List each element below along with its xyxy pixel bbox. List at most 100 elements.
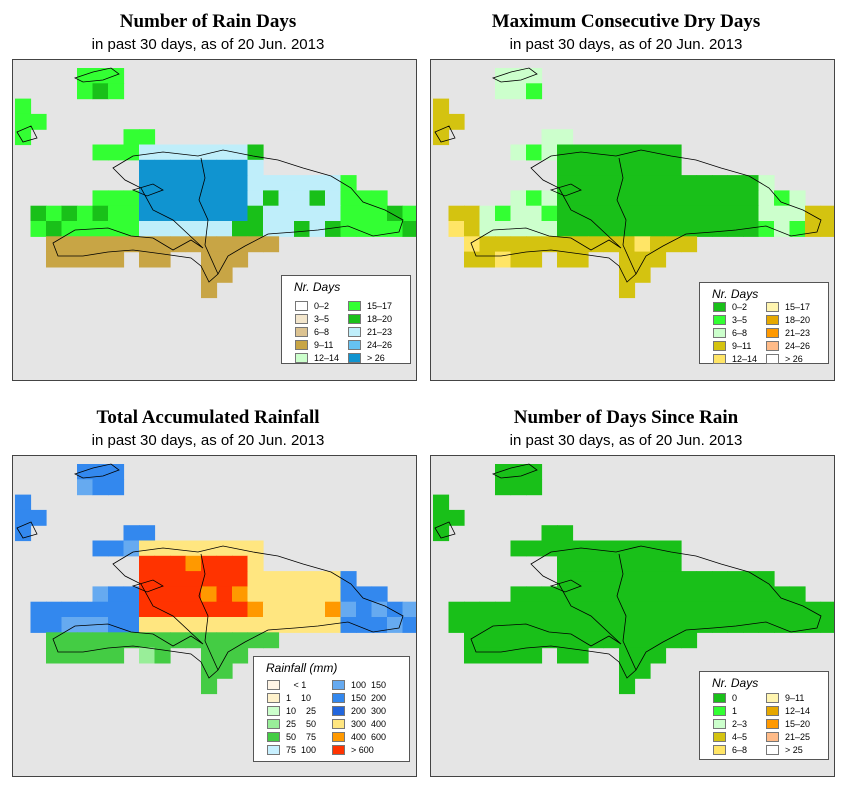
legend-swatch xyxy=(766,745,779,755)
grid-cell xyxy=(216,540,233,557)
grid-cell xyxy=(495,221,512,237)
grid-cell xyxy=(232,221,249,237)
grid-cell xyxy=(185,175,202,191)
grid-cell xyxy=(774,190,791,207)
legend-swatch xyxy=(766,354,779,364)
legend-item: > 25 xyxy=(766,744,828,757)
grid-cell xyxy=(634,540,651,557)
legend-label: 15–17 xyxy=(367,301,393,311)
legend-swatch xyxy=(766,328,779,338)
grid-cell xyxy=(572,175,589,191)
grid-cell xyxy=(201,205,218,222)
grid-cell xyxy=(309,221,326,237)
grid-cell xyxy=(387,221,404,237)
hispaniola-map xyxy=(15,463,416,695)
grid-cell xyxy=(15,98,32,115)
grid-cell xyxy=(634,144,651,161)
grid-cell xyxy=(139,647,156,664)
grid-cell xyxy=(572,617,589,633)
grid-cell xyxy=(727,617,744,633)
grid-cell xyxy=(232,159,249,176)
grid-cell xyxy=(278,205,295,222)
grid-cell xyxy=(541,540,558,557)
panel-title: Number of Days Since Rain xyxy=(513,407,739,428)
grid-cell xyxy=(774,221,791,237)
grid-cell xyxy=(557,525,574,542)
legend-label: 400 600 xyxy=(351,732,387,742)
grid-cell xyxy=(758,586,775,603)
grid-cell xyxy=(510,68,527,84)
grid-cell xyxy=(139,540,156,557)
grid-cell xyxy=(541,601,558,618)
grid-cell xyxy=(92,540,109,557)
legend-swatch xyxy=(267,745,280,755)
panel-title: Maximum Consecutive Dry Days xyxy=(491,11,761,32)
grid-cell xyxy=(541,586,558,603)
grid-cell xyxy=(650,555,667,572)
legend-label: 9–11 xyxy=(732,341,752,351)
grid-cell xyxy=(572,571,589,587)
legend-item: > 26 xyxy=(766,353,828,366)
grid-cell xyxy=(61,647,78,664)
grid-cell xyxy=(46,601,63,618)
grid-cell xyxy=(77,601,94,618)
grid-cell xyxy=(619,678,636,695)
grid-cell xyxy=(634,221,651,237)
grid-cell xyxy=(170,175,187,191)
grid-cell xyxy=(464,647,481,664)
legend-swatch xyxy=(766,732,779,742)
grid-cell xyxy=(588,190,605,207)
grid-cell xyxy=(92,647,109,664)
legend-label: 21–25 xyxy=(785,732,811,742)
grid-cell xyxy=(402,221,416,237)
grid-cell xyxy=(588,236,605,253)
grid-cell xyxy=(758,205,775,222)
grid-cell xyxy=(495,464,512,480)
grid-cell xyxy=(294,221,311,237)
country-border xyxy=(616,553,637,671)
grid-cell xyxy=(278,586,295,603)
grid-cell xyxy=(170,540,187,557)
grid-cell xyxy=(619,282,636,299)
grid-cell xyxy=(185,190,202,207)
grid-cell xyxy=(650,632,667,649)
legend-item: 15–17 xyxy=(348,300,410,313)
grid-cell xyxy=(448,601,465,618)
legend-label: 300 400 xyxy=(351,719,387,729)
grid-cell xyxy=(572,647,589,664)
grid-cell xyxy=(433,98,450,115)
grid-cell xyxy=(712,586,729,603)
grid-cell xyxy=(77,205,94,222)
legend-item: 21–23 xyxy=(348,326,410,339)
grid-cell xyxy=(247,159,264,176)
grid-cell xyxy=(123,632,140,649)
legend-swatch xyxy=(332,680,345,690)
legend-item: 400 600 xyxy=(332,731,394,744)
grid-cell xyxy=(526,144,543,161)
grid-cell xyxy=(696,175,713,191)
grid-cell xyxy=(356,617,373,633)
legend-title: Nr. Days xyxy=(712,676,759,690)
grid-cell xyxy=(619,586,636,603)
grid-cell xyxy=(92,479,109,496)
grid-cell xyxy=(201,540,218,557)
grid-cell xyxy=(325,221,342,237)
panel-subtitle: in past 30 days, as of 20 Jun. 2013 xyxy=(509,432,743,449)
legend-swatch xyxy=(766,693,779,703)
grid-cell xyxy=(216,144,233,161)
grid-cell xyxy=(696,586,713,603)
grid-cell xyxy=(154,586,171,603)
grid-cell xyxy=(727,586,744,603)
grid-cell xyxy=(154,647,171,664)
total-rainfall-panel: Total Accumulated Rainfall in past 30 da… xyxy=(0,396,417,791)
grid-cell xyxy=(712,175,729,191)
grid-cell xyxy=(92,221,109,237)
grid-cell xyxy=(479,251,496,268)
grid-cell xyxy=(681,617,698,633)
legend-label: 3–5 xyxy=(732,315,748,325)
grid-cell xyxy=(139,144,156,161)
grid-cell xyxy=(247,221,264,237)
grid-cell xyxy=(774,601,791,618)
legend-column: 0–2 3–5 6–8 9–11 12–14 xyxy=(713,301,775,366)
grid-cell xyxy=(665,159,682,176)
